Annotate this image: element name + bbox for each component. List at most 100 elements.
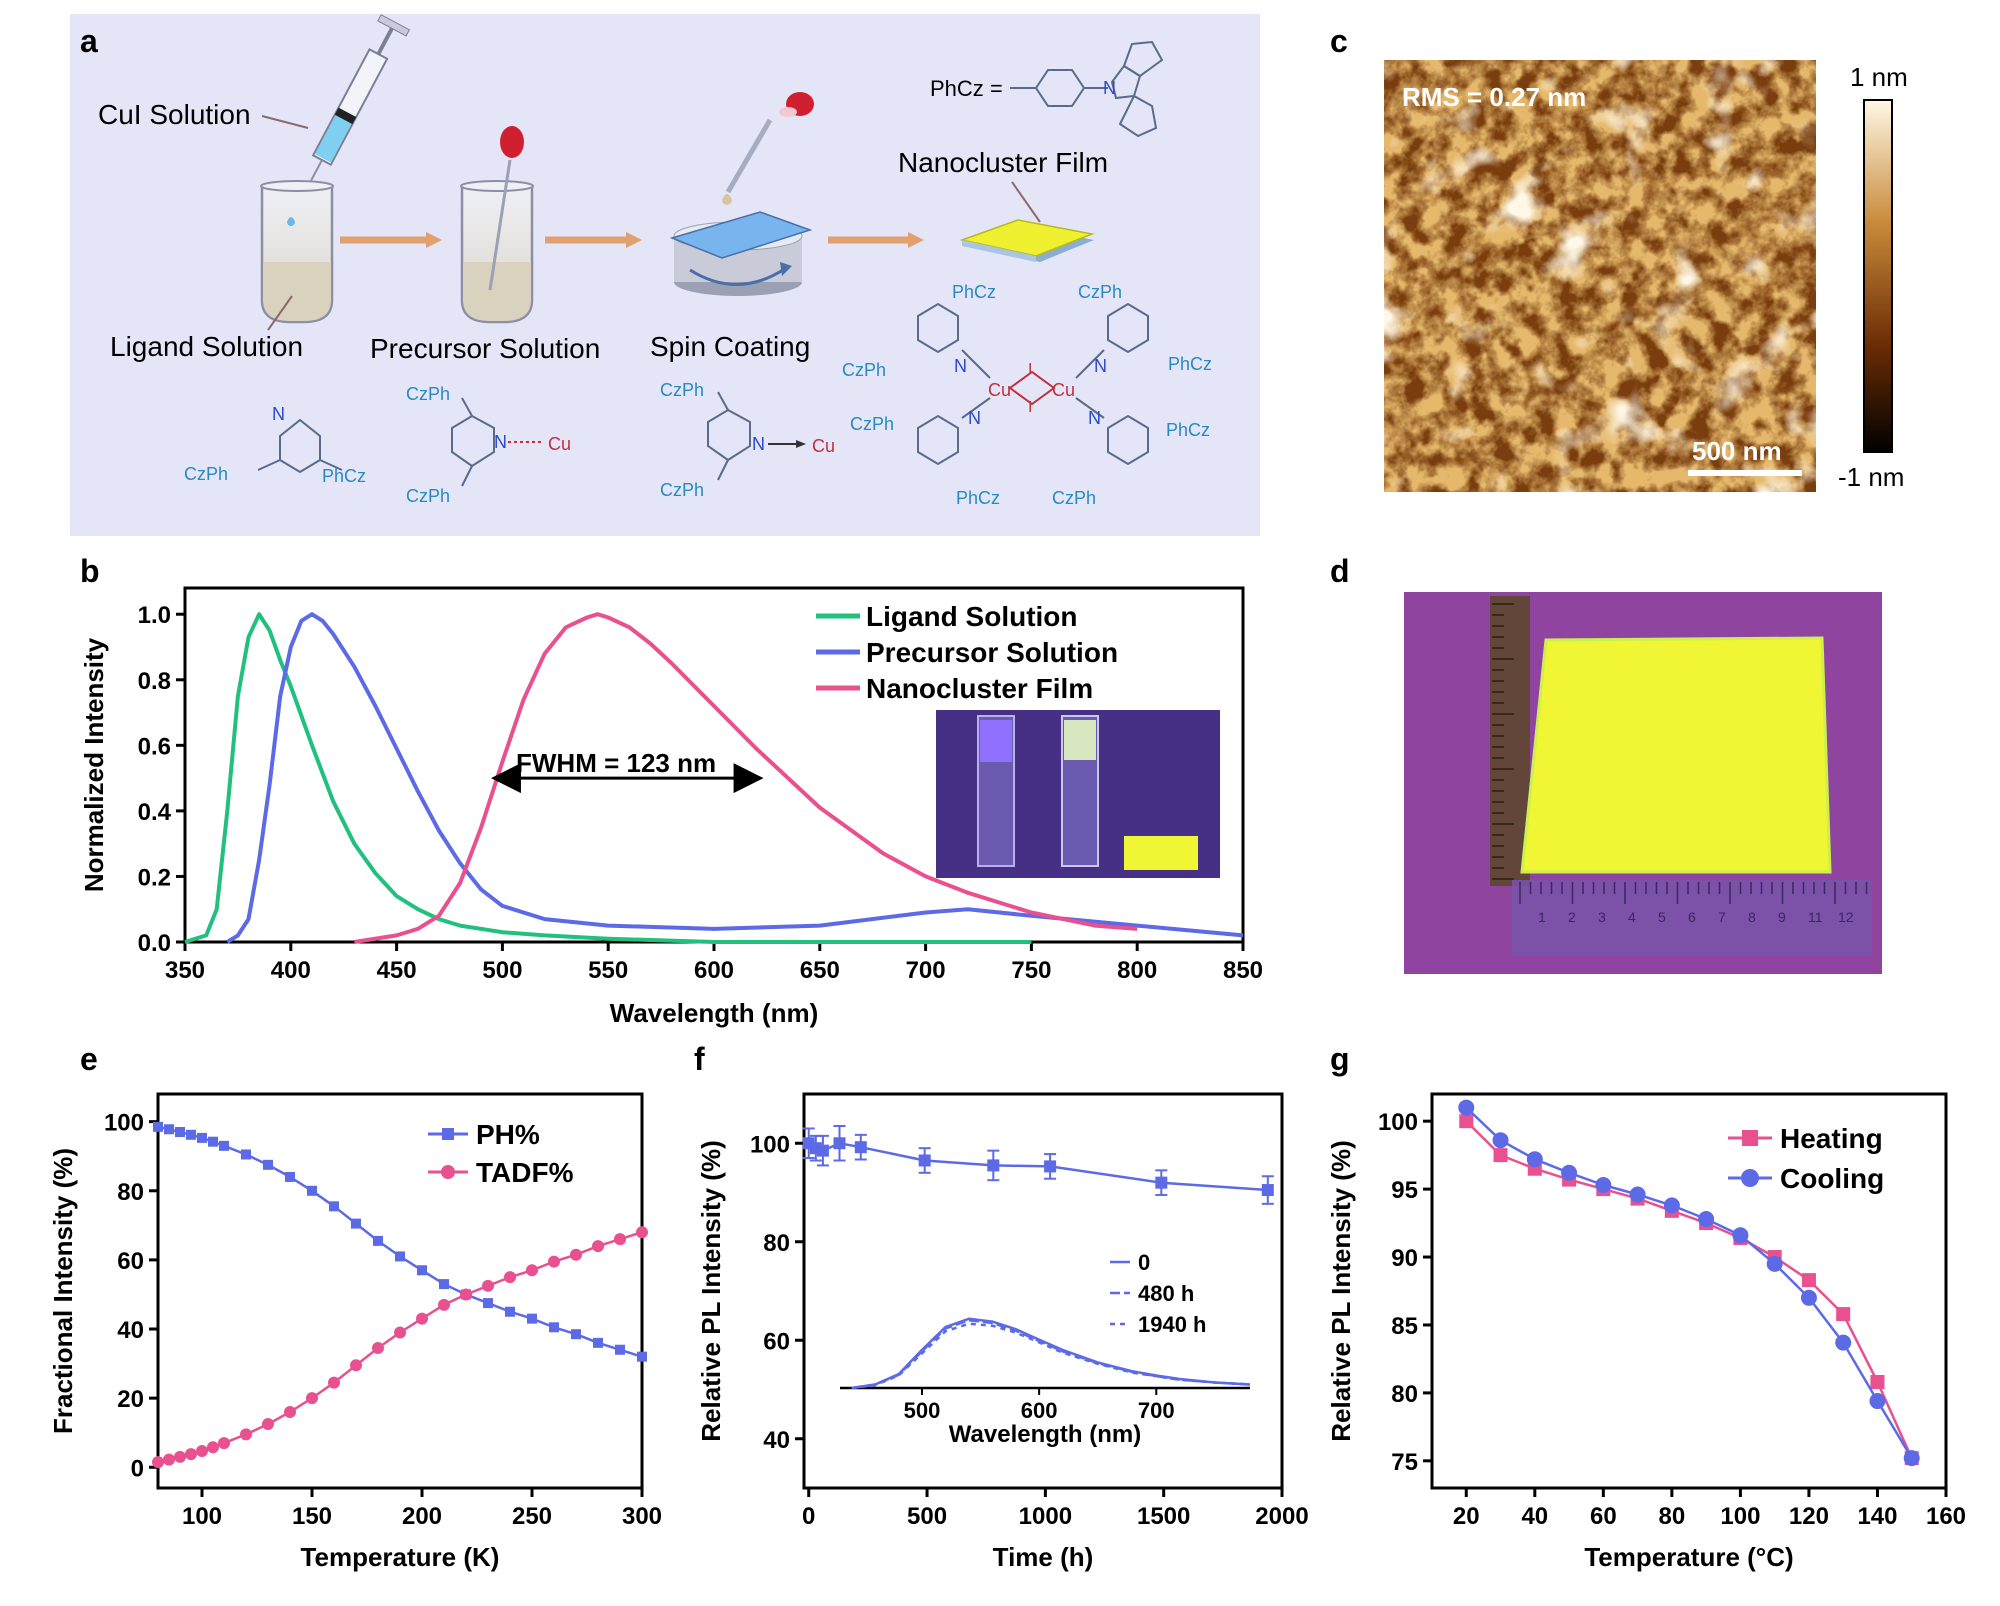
y-tick-label: 100 [1378, 1109, 1418, 1136]
cluster-i-1: I [1028, 361, 1032, 378]
y-tick-label: 100 [750, 1131, 790, 1158]
cluster-phcz-3: PhCz [1166, 420, 1210, 440]
data-point-square [593, 1337, 603, 1348]
x-tick-label: 400 [271, 957, 311, 984]
y-tick-label: 0 [131, 1455, 144, 1482]
phcz-definition-label: PhCz = [930, 76, 1003, 101]
data-point-circle [592, 1240, 604, 1253]
data-point-square [816, 1144, 829, 1157]
inset-x-tick-label: 600 [1021, 1398, 1058, 1423]
spin-cu-label: Cu [812, 436, 835, 456]
ligand-phcz-label: PhCz [322, 466, 366, 486]
ligand-czph-label: CzPh [184, 464, 228, 484]
data-point-square [153, 1121, 163, 1132]
data-point-circle [438, 1298, 450, 1311]
data-point-circle [636, 1226, 648, 1239]
cui-solution-label: CuI Solution [98, 99, 251, 130]
x-tick-label: 120 [1789, 1503, 1829, 1530]
data-point-square [833, 1137, 846, 1150]
spin-coating-label: Spin Coating [650, 331, 810, 362]
data-point-circle [504, 1271, 516, 1284]
data-point-square [987, 1159, 1000, 1172]
data-point-square [439, 1279, 449, 1290]
data-point-circle [1458, 1099, 1475, 1116]
precursor-tube [460, 126, 534, 324]
data-point-square [395, 1251, 405, 1262]
dropper-bulb-icon [500, 126, 524, 158]
y-tick-label: 60 [117, 1248, 144, 1275]
x-tick-label: 140 [1857, 1503, 1897, 1530]
spin-structure [707, 391, 798, 481]
x-tick-label: 700 [906, 957, 946, 984]
series-line-ligand-solution [184, 612, 1032, 944]
data-point-square [175, 1127, 185, 1138]
ruler-number: 9 [1778, 909, 1786, 925]
x-tick-label: 200 [402, 1503, 442, 1530]
data-point-circle [1835, 1334, 1852, 1351]
y-tick-label: 40 [763, 1427, 790, 1454]
data-point-square [615, 1344, 625, 1355]
data-point-square [417, 1265, 427, 1276]
x-tick-label: 1000 [1019, 1503, 1072, 1530]
data-point-circle [1800, 1289, 1817, 1306]
panel-a-letter: a [80, 23, 98, 59]
x-tick-label: 650 [800, 957, 840, 984]
y-tick-label: 90 [1391, 1245, 1418, 1272]
y-tick-label: 80 [763, 1230, 790, 1257]
ruler-number: 4 [1628, 909, 1636, 925]
data-point-circle [394, 1326, 406, 1339]
x-tick-label: 500 [907, 1503, 947, 1530]
data-point-circle [196, 1445, 208, 1458]
data-point-circle [350, 1359, 362, 1372]
x-tick-label: 250 [512, 1503, 552, 1530]
data-point-circle [218, 1437, 230, 1450]
syringe-icon [302, 14, 411, 196]
legend-marker [1741, 1169, 1759, 1187]
data-point-circle [526, 1264, 538, 1277]
y-tick-label: 0.4 [138, 799, 172, 826]
x-tick-label: 60 [1590, 1503, 1617, 1530]
nanocluster-film-label: Nanocluster Film [898, 147, 1108, 178]
legend-label: PH% [476, 1119, 540, 1150]
data-point-square [1836, 1307, 1851, 1322]
precursor-n-label: N [494, 432, 507, 452]
cluster-n-1: N [954, 356, 967, 376]
data-point-circle [1629, 1186, 1646, 1203]
series-line-1 [157, 1231, 643, 1464]
legend-marker [441, 1165, 455, 1179]
colorbar-top-label: 1 nm [1850, 62, 1908, 92]
data-point-square [219, 1140, 229, 1151]
data-point-square [1261, 1184, 1274, 1197]
x-tick-label: 750 [1011, 957, 1051, 984]
scalebar-label: 500 nm [1692, 436, 1782, 466]
cluster-cu-1: Cu [988, 380, 1011, 400]
cluster-cu-2: Cu [1052, 380, 1075, 400]
inset-series-line [851, 1318, 1251, 1390]
vertical-ruler [1490, 596, 1530, 886]
data-point-square [1801, 1273, 1816, 1288]
ruler-number: 1 [1538, 909, 1546, 925]
y-tick-label: 60 [763, 1328, 790, 1355]
chart-g: 20 40 60 80 100 120 140 160 75 80 85 90 95 100 Tempera… [1326, 1092, 1966, 1572]
data-point-square [527, 1313, 537, 1324]
data-point-square [1493, 1148, 1508, 1163]
x-tick-label: 500 [482, 957, 522, 984]
data-point-circle [152, 1456, 164, 1469]
y-axis-label: Relative PL Intensity (%) [696, 1140, 726, 1442]
chart-b: 350 400 450 500 550 600 650 700 750 800 850 0.0 0.2 0… [79, 586, 1263, 1028]
spin-czph-bottom-label: CzPh [660, 480, 704, 500]
ruler-number: 11 [1808, 909, 1823, 925]
y-tick-label: 1.0 [138, 602, 171, 629]
data-point-square [241, 1149, 251, 1160]
x-axis-label: Wavelength (nm) [610, 998, 818, 1028]
pl-stability-line [807, 1142, 1268, 1192]
inset-legend-label: 1940 h [1138, 1312, 1207, 1337]
data-point-square [1044, 1160, 1057, 1173]
y-tick-label: 0.0 [138, 930, 171, 957]
data-point-square [307, 1185, 317, 1196]
data-point-square [263, 1159, 273, 1170]
data-point-circle [284, 1405, 296, 1418]
y-tick-label: 20 [117, 1386, 144, 1413]
x-tick-label: 100 [1720, 1503, 1760, 1530]
cluster-i-2: I [1028, 399, 1032, 416]
